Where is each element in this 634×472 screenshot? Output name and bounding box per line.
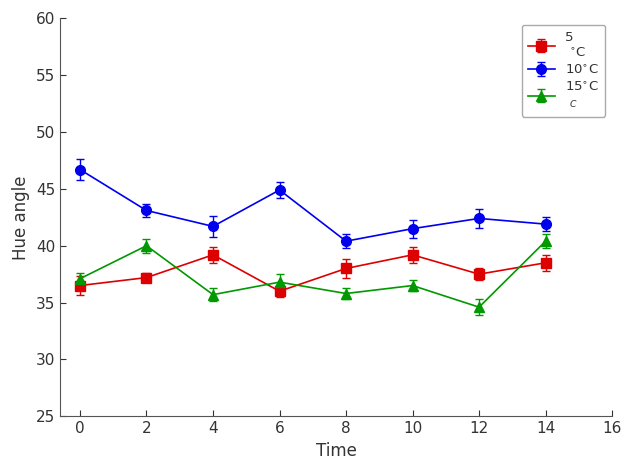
- Legend: 5
 $^{\circ}$C, 10$^{\circ}$C, 15$^{\circ}$C
 $_{C}$: 5 $^{\circ}$C, 10$^{\circ}$C, 15$^{\circ…: [522, 25, 605, 117]
- Y-axis label: Hue angle: Hue angle: [12, 175, 30, 260]
- X-axis label: Time: Time: [316, 442, 356, 460]
